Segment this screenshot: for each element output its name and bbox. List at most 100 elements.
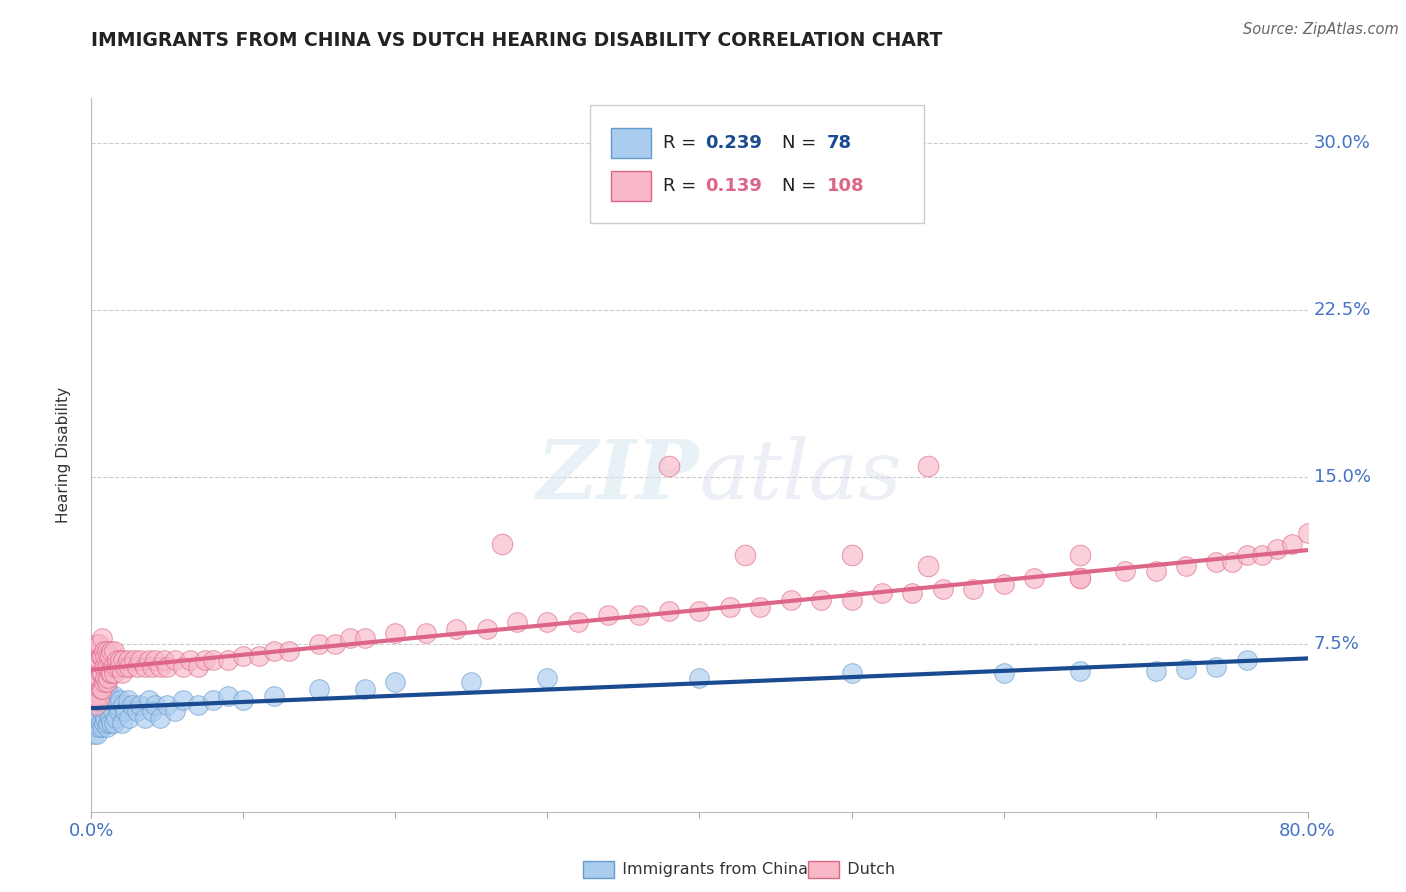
Point xyxy=(87,637,110,651)
Point xyxy=(94,671,117,685)
Point xyxy=(247,648,270,663)
Bar xyxy=(610,171,651,201)
Bar xyxy=(808,861,839,878)
Point xyxy=(1251,548,1274,563)
Point xyxy=(117,693,139,707)
Point xyxy=(202,693,225,707)
Point xyxy=(83,705,105,719)
Point xyxy=(339,631,361,645)
Point xyxy=(1174,662,1197,676)
Bar xyxy=(583,861,614,878)
Point xyxy=(308,637,330,651)
Point xyxy=(138,653,160,667)
Point xyxy=(172,660,194,674)
Point xyxy=(149,711,172,725)
Point xyxy=(536,671,558,685)
Point xyxy=(1205,555,1227,569)
Point xyxy=(94,711,117,725)
Point xyxy=(1281,537,1303,551)
Point xyxy=(111,666,134,681)
Point xyxy=(87,693,110,707)
Point xyxy=(100,715,122,730)
Point xyxy=(1114,564,1136,578)
Point xyxy=(112,653,135,667)
Point xyxy=(86,681,108,696)
Point xyxy=(1144,664,1167,678)
Point xyxy=(143,698,166,712)
Point xyxy=(84,660,107,674)
Point xyxy=(105,698,128,712)
Point xyxy=(129,698,152,712)
Point xyxy=(734,548,756,563)
Point xyxy=(83,726,105,740)
Point xyxy=(163,653,186,667)
Text: 22.5%: 22.5% xyxy=(1313,301,1371,319)
Text: IMMIGRANTS FROM CHINA VS DUTCH HEARING DISABILITY CORRELATION CHART: IMMIGRANTS FROM CHINA VS DUTCH HEARING D… xyxy=(91,31,943,50)
Point xyxy=(101,705,124,719)
Point xyxy=(232,693,254,707)
Point xyxy=(91,631,114,645)
Point xyxy=(89,681,111,696)
Point xyxy=(122,653,145,667)
Point xyxy=(1296,526,1319,541)
Point xyxy=(163,705,186,719)
Point xyxy=(121,698,143,712)
Point xyxy=(688,671,710,685)
Point xyxy=(354,631,377,645)
Point xyxy=(83,671,105,685)
Text: R =: R = xyxy=(664,177,702,194)
Point xyxy=(87,675,110,690)
Point xyxy=(125,705,148,719)
Point xyxy=(598,608,620,623)
Point xyxy=(688,604,710,618)
Point xyxy=(103,689,125,703)
Point xyxy=(1069,571,1091,585)
Point xyxy=(125,660,148,674)
Point xyxy=(112,698,135,712)
Point xyxy=(91,648,114,663)
Point xyxy=(138,693,160,707)
Point xyxy=(100,666,122,681)
Point xyxy=(93,660,115,674)
Point xyxy=(96,720,118,734)
Point xyxy=(749,599,772,614)
Point xyxy=(83,693,105,707)
Y-axis label: Hearing Disability: Hearing Disability xyxy=(56,387,70,523)
Point xyxy=(263,644,285,658)
Point xyxy=(536,615,558,630)
Point xyxy=(1022,571,1045,585)
Point xyxy=(84,675,107,690)
Text: 7.5%: 7.5% xyxy=(1313,635,1360,654)
Point xyxy=(187,698,209,712)
Point xyxy=(82,681,104,696)
Point xyxy=(86,689,108,703)
Point xyxy=(993,666,1015,681)
Point xyxy=(98,666,121,681)
Point xyxy=(172,693,194,707)
Point xyxy=(103,666,125,681)
Point xyxy=(278,644,301,658)
Point xyxy=(1236,548,1258,563)
Point xyxy=(217,653,239,667)
Point xyxy=(96,681,118,696)
Text: N =: N = xyxy=(782,177,823,194)
Point xyxy=(91,705,114,719)
Point xyxy=(870,586,893,600)
Text: N =: N = xyxy=(782,134,823,152)
Point xyxy=(134,660,156,674)
Point xyxy=(89,666,111,681)
Point xyxy=(129,653,152,667)
Point xyxy=(111,715,134,730)
Point xyxy=(82,715,104,730)
Text: 30.0%: 30.0% xyxy=(1313,134,1371,152)
Point xyxy=(810,592,832,607)
Point xyxy=(91,720,114,734)
Point xyxy=(87,720,110,734)
Point xyxy=(89,681,111,696)
Point xyxy=(107,705,129,719)
Point xyxy=(143,653,166,667)
Point xyxy=(97,715,120,730)
Point xyxy=(384,626,406,640)
Bar xyxy=(610,128,651,158)
Point xyxy=(107,660,129,674)
